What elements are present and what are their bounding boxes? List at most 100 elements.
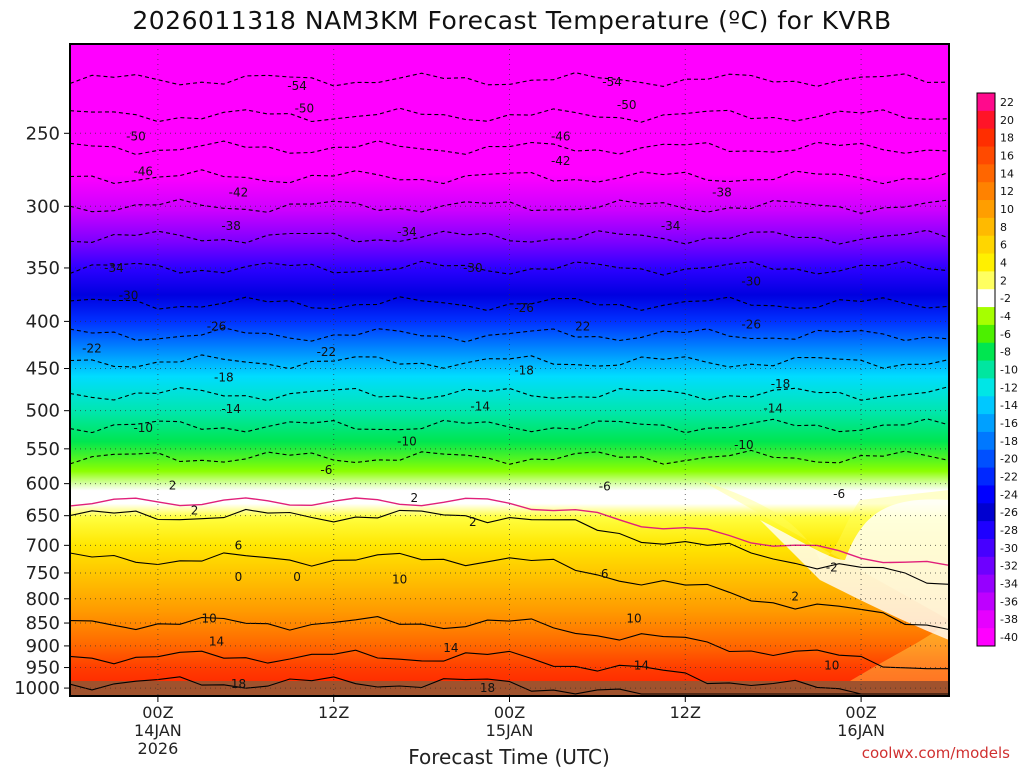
contour-label: 14 <box>209 634 224 648</box>
colorbar-label: -24 <box>1000 488 1018 501</box>
isotherm-line <box>70 229 949 245</box>
colorbar-swatch <box>977 449 995 469</box>
contour-label: -2 <box>826 561 838 575</box>
contour-label: 2 <box>410 491 418 505</box>
x-tick-label: 14JAN <box>134 721 182 740</box>
contour-label: 18 <box>231 677 246 691</box>
isotherm-line <box>70 296 949 312</box>
contour-label: 6 <box>235 538 243 552</box>
colorbar-label: -18 <box>1000 435 1018 448</box>
contour-label: -34 <box>661 219 681 233</box>
colorbar-swatch <box>977 128 995 148</box>
contour-label: -18 <box>514 363 534 377</box>
contour-label: 10 <box>626 611 641 625</box>
colorbar-label: -32 <box>1000 560 1018 573</box>
plot-field: -54 -54 -50 -50 -50 -46 -46 -42 -42 -38 -38 -34 -34 -… <box>70 44 949 696</box>
contour-label: 2 <box>791 589 799 603</box>
x-tick-label: 00Z <box>845 703 876 722</box>
colorbar-label: -30 <box>1000 542 1018 555</box>
colorbar-swatch <box>977 146 995 165</box>
contour-label: -10 <box>397 434 417 448</box>
contour-label: -26 <box>207 319 227 333</box>
colorbar-label: -12 <box>1000 381 1018 394</box>
colorbar-label: 18 <box>1000 132 1014 145</box>
colorbar-swatch <box>977 538 995 558</box>
contour-label: -30 <box>119 289 139 303</box>
colorbar-swatch <box>977 628 995 647</box>
contour-label: -38 <box>712 186 732 200</box>
colorbar-swatch <box>977 378 995 397</box>
contour-label: 14 <box>634 658 649 672</box>
isotherm-line <box>70 198 949 214</box>
colorbar-label: -16 <box>1000 417 1018 430</box>
contour-label: 10 <box>824 658 839 672</box>
contour-label: -54 <box>287 79 307 93</box>
y-tick-label: 750 <box>26 563 60 584</box>
colorbar-label: -34 <box>1000 578 1018 591</box>
isotherm-line <box>70 552 949 631</box>
y-tick-label: 550 <box>26 439 60 460</box>
contour-label: -14 <box>763 401 783 415</box>
colorbar-swatch <box>977 503 995 522</box>
colorbar-label: -6 <box>1000 328 1011 341</box>
contour-label: 18 <box>480 681 495 695</box>
contour-label: -46 <box>133 164 153 178</box>
colorbar-swatch <box>977 396 995 415</box>
colorbar-swatch <box>977 485 995 504</box>
colorbar-swatch <box>977 574 995 593</box>
contour-label: 22 <box>575 319 590 333</box>
colorbar-swatch <box>977 592 995 611</box>
isotherm-line <box>70 354 949 370</box>
colorbar-label: -22 <box>1000 471 1018 484</box>
contour-label: -50 <box>295 102 315 116</box>
x-tick-label: 00Z <box>494 703 525 722</box>
colorbar-label: 10 <box>1000 203 1014 216</box>
colorbar-label: 6 <box>1000 239 1007 252</box>
ground-surface <box>70 681 949 696</box>
x-tick-label: 2026 <box>138 739 179 758</box>
contour-label: -50 <box>126 129 146 143</box>
contour-label: 0 <box>235 570 243 584</box>
y-tick-label: 300 <box>26 196 60 217</box>
contour-label: -18 <box>771 377 791 391</box>
colorbar-label: -14 <box>1000 399 1018 412</box>
contour-label: -22 <box>317 345 337 359</box>
contour-label: -34 <box>397 225 417 239</box>
credit-text: coolwx.com/models <box>862 744 1010 762</box>
contour-label: -6 <box>320 463 332 477</box>
y-tick-label: 650 <box>26 506 60 527</box>
y-tick-label: 600 <box>26 474 60 495</box>
colorbar-label: -36 <box>1000 595 1018 608</box>
contour-label: -42 <box>229 186 249 200</box>
colorbar-label: -38 <box>1000 613 1018 626</box>
chart-title: 2026011318 NAM3KM Forecast Temperature (… <box>132 6 891 35</box>
contour-label: -26 <box>741 317 761 331</box>
x-tick-label: 00Z <box>142 703 173 722</box>
colorbar-label: 2 <box>1000 274 1007 287</box>
contour-label: -10 <box>734 438 754 452</box>
contour-label: -50 <box>617 98 637 112</box>
colorbar-swatch <box>977 110 995 130</box>
colorbar-label: 16 <box>1000 149 1014 162</box>
colorbar-label: 4 <box>1000 256 1007 269</box>
y-tick-label: 1000 <box>14 678 60 699</box>
y-tick-label: 850 <box>26 613 60 634</box>
contour-label: 10 <box>202 611 217 625</box>
contour-label: -34 <box>104 261 124 275</box>
colorbar-label: 22 <box>1000 96 1014 109</box>
colorbar: 22 20 18 16 14 12 10 8 6 4 2 -2 -4 -6 -8 -10 -12 -14 -16 -1… <box>976 92 1018 647</box>
isotherm-line <box>70 616 949 670</box>
colorbar-label: -10 <box>1000 364 1018 377</box>
x-tick-label: 15JAN <box>486 721 534 740</box>
colorbar-swatch <box>977 556 995 576</box>
x-tick-label: 12Z <box>670 703 701 722</box>
contour-label: -54 <box>602 75 622 89</box>
y-tick-label: 800 <box>26 589 60 610</box>
colorbar-label: -20 <box>1000 453 1018 466</box>
contour-label: -46 <box>551 129 571 143</box>
y-tick-label: 900 <box>26 636 60 657</box>
colorbar-swatch <box>977 360 995 379</box>
contour-labels: -54 -54 -50 -50 -50 -46 -46 -42 -42 -38 -38 -34 -34 -… <box>82 75 845 695</box>
